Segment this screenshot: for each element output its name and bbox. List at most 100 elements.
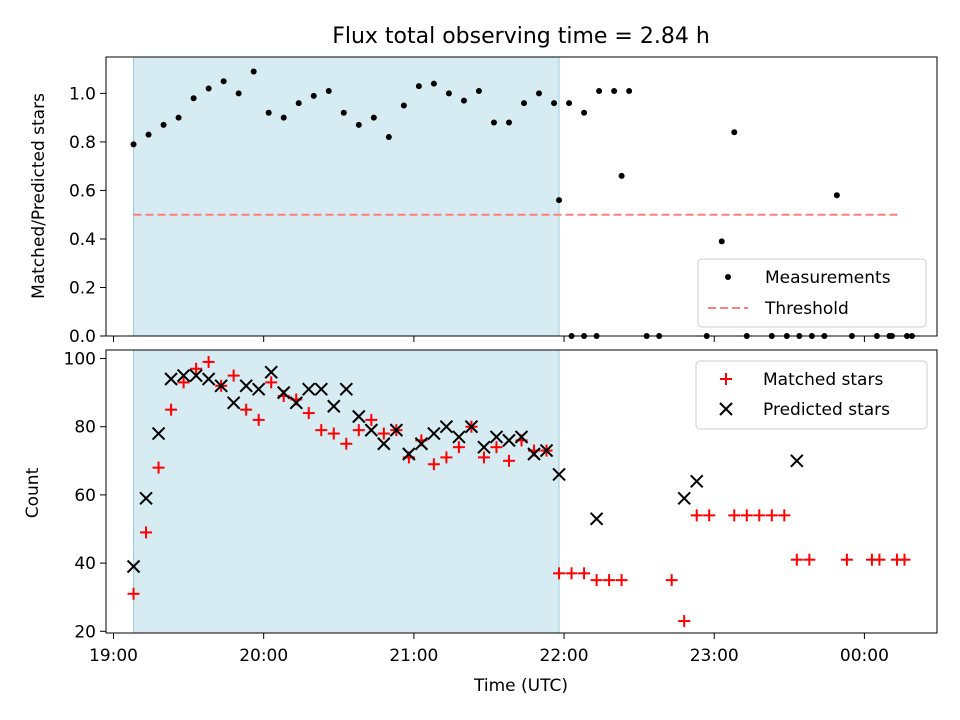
matched-star-point <box>365 413 378 426</box>
measurement-point <box>280 114 287 121</box>
matched-star-point <box>615 574 628 587</box>
measurement-point <box>250 68 257 75</box>
matched-star-point <box>873 553 886 566</box>
predicted-star-point <box>489 430 504 444</box>
legend-measurements-label: Measurements <box>765 268 891 288</box>
y-tick-label: 0.4 <box>69 230 96 250</box>
predicted-star-point <box>439 420 454 434</box>
matched-star-point <box>553 567 566 580</box>
measurement-point <box>190 95 197 102</box>
measurement-point <box>175 114 182 121</box>
bottom-panel: 20 40 60 80 100 19:00 20:00 21:00 22:00 23:00 00:… <box>23 349 938 696</box>
measurement-point <box>521 100 528 107</box>
matched-star-point <box>240 403 253 416</box>
matched-star-point <box>803 553 816 566</box>
measurement-point <box>551 100 558 107</box>
measurement-point <box>833 192 840 199</box>
matched-star-point <box>452 441 465 454</box>
matched-star-point <box>665 574 678 587</box>
predicted-star-point <box>151 426 166 441</box>
predicted-star-point <box>164 372 178 386</box>
legend-matched-label: Matched stars <box>763 370 883 390</box>
matched-star-point <box>352 424 365 437</box>
matched-star-point <box>565 567 578 580</box>
x-tick-label: 22:00 <box>540 646 589 666</box>
predicted-star-point <box>251 382 266 396</box>
predicted-star-point <box>427 426 441 441</box>
matched-star-point <box>678 615 691 628</box>
matched-star-point <box>315 424 328 437</box>
measurement-point <box>265 109 272 116</box>
measurement-point <box>145 131 152 138</box>
bottom-x-ticks: 19:00 20:00 21:00 22:00 23:00 00:00 <box>89 633 889 666</box>
predicted-star-point <box>502 433 516 448</box>
predicted-star-point <box>414 437 429 451</box>
predicted-star-point <box>539 443 554 458</box>
matched-star-point <box>765 509 778 522</box>
bottom-axes-frame <box>105 349 938 634</box>
predicted-star-point <box>214 379 228 393</box>
predicted-star-point <box>189 368 203 383</box>
matched-star-point <box>265 376 278 389</box>
predicted-star-point <box>201 372 216 386</box>
matched-star-point <box>190 362 203 375</box>
predicted-star-point <box>289 396 303 410</box>
y-tick-label: 100 <box>64 350 96 370</box>
matched-star-point <box>302 407 315 420</box>
x-tick-label: 21:00 <box>389 646 438 666</box>
measurement-point <box>566 100 573 107</box>
measurement-point <box>581 109 588 116</box>
measurement-point <box>626 87 633 94</box>
matched-star-point <box>202 355 215 368</box>
matched-star-point <box>127 587 140 600</box>
y-tick-label: 20 <box>74 622 96 642</box>
matched-star-point <box>165 403 178 416</box>
measurement-point <box>505 119 512 126</box>
top-panel: 0.0 0.2 0.4 0.6 0.8 1.0 Matched/Predicted sta… <box>29 56 938 347</box>
measurement-point <box>220 78 227 85</box>
measurement-point <box>618 172 625 179</box>
matched-star-point <box>177 376 190 389</box>
bottom-legend-box <box>695 360 928 430</box>
top-y-axis-label: Matched/Predicted stars <box>29 93 49 299</box>
y-tick-label: 0.6 <box>69 181 96 201</box>
legend-predicted-label: Predicted stars <box>763 400 890 420</box>
x-tick-label: 19:00 <box>89 646 138 666</box>
predicted-star-point <box>226 396 241 410</box>
matched-star-point <box>440 451 453 464</box>
y-tick-label: 80 <box>74 418 96 438</box>
measurement-point <box>355 121 362 128</box>
top-axes-frame <box>105 56 938 337</box>
predicted-star-point <box>327 399 341 413</box>
measurement-point <box>340 109 347 116</box>
predicted-star-points <box>126 365 804 574</box>
predicted-star-point <box>377 437 391 451</box>
matched-star-point <box>252 413 265 426</box>
predicted-star-point <box>352 409 366 424</box>
measurement-point <box>460 97 467 104</box>
matched-star-point <box>590 574 603 587</box>
matched-star-point <box>778 509 791 522</box>
legend-threshold-label: Threshold <box>764 299 849 319</box>
measurement-point <box>445 90 452 97</box>
predicted-star-point <box>477 440 491 454</box>
legend-predicted-marker <box>719 402 733 416</box>
top-legend-box <box>697 258 927 328</box>
measurement-point <box>718 238 725 245</box>
legend-measurement-marker <box>725 274 731 280</box>
legend-matched-marker <box>720 373 732 385</box>
predicted-star-point <box>126 559 141 574</box>
matched-star-point <box>490 441 503 454</box>
measurement-point <box>536 90 543 97</box>
matched-star-point <box>477 451 490 464</box>
measurement-point <box>731 129 738 136</box>
observing-time-shade <box>133 56 560 337</box>
matched-star-point <box>327 427 340 440</box>
y-tick-label: 0.0 <box>69 327 96 347</box>
matched-star-point <box>340 437 353 450</box>
matched-star-point <box>790 553 803 566</box>
y-tick-label: 60 <box>74 486 96 506</box>
x-tick-label: 20:00 <box>239 646 288 666</box>
measurement-point <box>415 83 422 90</box>
